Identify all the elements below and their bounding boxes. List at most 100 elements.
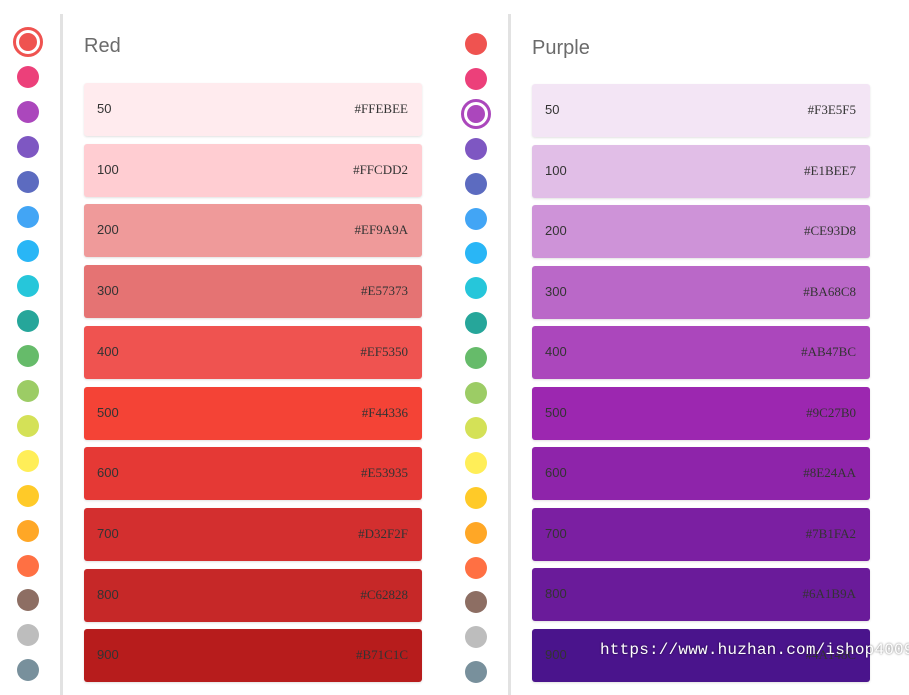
swatch-hex-code: #F3E5F5 — [807, 102, 856, 117]
palette-title-right: Purple — [532, 37, 590, 59]
palette-dot-deep-purple[interactable] — [17, 135, 39, 158]
palette-dot-light-green[interactable] — [465, 382, 487, 404]
palette-dot-indigo[interactable] — [17, 170, 39, 193]
swatch-hex-code: #4A148C — [805, 646, 856, 662]
color-swatch-500[interactable]: 500 #9C27B0 — [532, 386, 870, 440]
swatch-hex-code: #EF9A9A — [354, 222, 408, 238]
palette-dot-red[interactable] — [19, 33, 37, 51]
swatch-shade-label: 900 — [545, 646, 567, 662]
watermark-text: https://www.huzhan.com/ishop4009 — [600, 641, 909, 659]
palette-dot-green[interactable] — [465, 347, 487, 370]
palette-dot-light-blue[interactable] — [465, 242, 487, 265]
swatch-shade-label: 500 — [97, 404, 119, 420]
left-screen: Red 50 #FFEBEE 100 #FFCDD2 200 #EF9A9A 300 #E57… — [0, 0, 450, 695]
swatch-shade-label: 500 — [545, 404, 567, 420]
palette-dot-cyan[interactable] — [465, 277, 487, 300]
swatch-hex-code: #D32F2F — [358, 525, 408, 541]
swatch-shade-label: 200 — [545, 223, 567, 238]
swatch-shade-label: 600 — [97, 465, 119, 481]
palette-dot-yellow[interactable] — [465, 451, 487, 474]
color-swatch-300[interactable]: 300 #BA68C8 — [532, 265, 870, 319]
rail-divider-left — [60, 14, 63, 695]
palette-dot-red[interactable] — [465, 33, 487, 55]
palette-dot-grey[interactable] — [17, 624, 39, 647]
swatch-hex-code: #E53935 — [361, 465, 408, 481]
swatch-hex-code: #8E24AA — [803, 465, 856, 480]
palette-dot-light-green[interactable] — [17, 380, 39, 402]
color-swatch-800[interactable]: 800 #6A1B9A — [532, 568, 870, 621]
swatch-hex-code: #F44336 — [361, 404, 408, 420]
color-swatch-900[interactable]: 900 #B71C1C — [84, 629, 422, 683]
palette-dot-deep-purple[interactable] — [465, 137, 487, 160]
color-swatch-50[interactable]: 50 #F3E5F5 — [532, 84, 870, 137]
palette-dot-lime[interactable] — [465, 416, 487, 439]
color-swatch-200[interactable]: 200 #CE93D8 — [532, 205, 870, 258]
palette-dot-cyan[interactable] — [17, 275, 39, 298]
swatch-hex-code: #C62828 — [360, 586, 408, 602]
color-swatch-100[interactable]: 100 #FFCDD2 — [84, 143, 422, 197]
palette-dot-yellow[interactable] — [17, 449, 39, 472]
swatch-hex-code: #BA68C8 — [803, 283, 856, 299]
palette-dot-indigo[interactable] — [465, 172, 487, 195]
swatch-hex-code: #AB47BC — [801, 344, 856, 359]
palette-dot-pink[interactable] — [17, 65, 39, 88]
palette-dot-blue[interactable] — [465, 207, 487, 230]
color-swatch-500[interactable]: 500 #F44336 — [84, 386, 422, 440]
palette-dot-deep-orange[interactable] — [465, 556, 487, 579]
color-rail-left — [0, 0, 56, 695]
palette-dot-teal[interactable] — [17, 310, 39, 333]
right-screen: Purple 50 #F3E5F5 100 #E1BEE7 200 #CE93D8 300 #… — [448, 0, 909, 695]
color-swatch-100[interactable]: 100 #E1BEE7 — [532, 144, 870, 198]
palette-dot-purple[interactable] — [17, 100, 39, 123]
color-swatch-400[interactable]: 400 #EF5350 — [84, 325, 422, 379]
rail-divider-right — [508, 14, 511, 695]
palette-dot-light-blue[interactable] — [17, 240, 39, 263]
color-swatch-600[interactable]: 600 #8E24AA — [532, 447, 870, 500]
palette-dot-grey[interactable] — [465, 626, 487, 649]
palette-dot-orange[interactable] — [17, 519, 39, 542]
swatch-shade-label: 400 — [97, 343, 119, 359]
swatch-hex-code: #EF5350 — [360, 343, 408, 359]
swatch-hex-code: #FFCDD2 — [353, 161, 408, 177]
color-swatch-800[interactable]: 800 #C62828 — [84, 568, 422, 622]
swatch-shade-label: 100 — [97, 161, 119, 177]
swatch-shade-label: 700 — [97, 525, 119, 541]
color-swatch-600[interactable]: 600 #E53935 — [84, 447, 422, 501]
palette-dot-amber[interactable] — [465, 486, 487, 509]
swatch-hex-code: #B71C1C — [355, 647, 408, 663]
swatch-hex-code: #E57373 — [361, 283, 408, 299]
swatch-shade-label: 200 — [97, 222, 119, 238]
color-swatch-200[interactable]: 200 #EF9A9A — [84, 204, 422, 258]
swatch-hex-code: #6A1B9A — [802, 586, 856, 601]
palette-dot-blue-grey[interactable] — [17, 659, 39, 682]
swatch-shade-label: 300 — [545, 283, 567, 299]
color-swatch-700[interactable]: 700 #7B1FA2 — [532, 507, 870, 561]
color-swatch-300[interactable]: 300 #E57373 — [84, 265, 422, 319]
swatch-hex-code: #7B1FA2 — [805, 525, 856, 541]
palette-dot-deep-orange[interactable] — [17, 554, 39, 577]
color-swatch-50[interactable]: 50 #FFEBEE — [84, 83, 422, 136]
palette-dot-amber[interactable] — [17, 484, 39, 507]
palette-dot-blue-grey[interactable] — [465, 661, 487, 684]
swatch-shade-label: 800 — [545, 586, 567, 601]
swatch-shade-label: 600 — [545, 465, 567, 480]
palette-dot-red-selected-ring — [13, 27, 43, 57]
palette-dot-orange[interactable] — [465, 521, 487, 544]
palette-dot-teal[interactable] — [465, 312, 487, 335]
swatch-shade-label: 50 — [545, 102, 560, 117]
palette-dot-lime[interactable] — [17, 414, 39, 437]
swatch-shade-label: 100 — [545, 162, 567, 178]
palette-dot-green[interactable] — [17, 345, 39, 368]
palette-dot-brown[interactable] — [17, 589, 39, 612]
palette-dot-purple[interactable] — [467, 104, 485, 123]
palette-dot-brown[interactable] — [465, 591, 487, 614]
color-swatch-400[interactable]: 400 #AB47BC — [532, 326, 870, 379]
swatch-shade-label: 800 — [97, 586, 119, 602]
palette-dot-pink[interactable] — [465, 67, 487, 90]
color-swatch-900[interactable]: 900 #4A148C — [532, 628, 870, 682]
swatch-shade-label: 400 — [545, 344, 567, 359]
color-rail-right — [448, 0, 504, 695]
palette-dot-blue[interactable] — [17, 205, 39, 228]
swatch-hex-code: #FFEBEE — [354, 101, 408, 116]
color-swatch-700[interactable]: 700 #D32F2F — [84, 507, 422, 561]
